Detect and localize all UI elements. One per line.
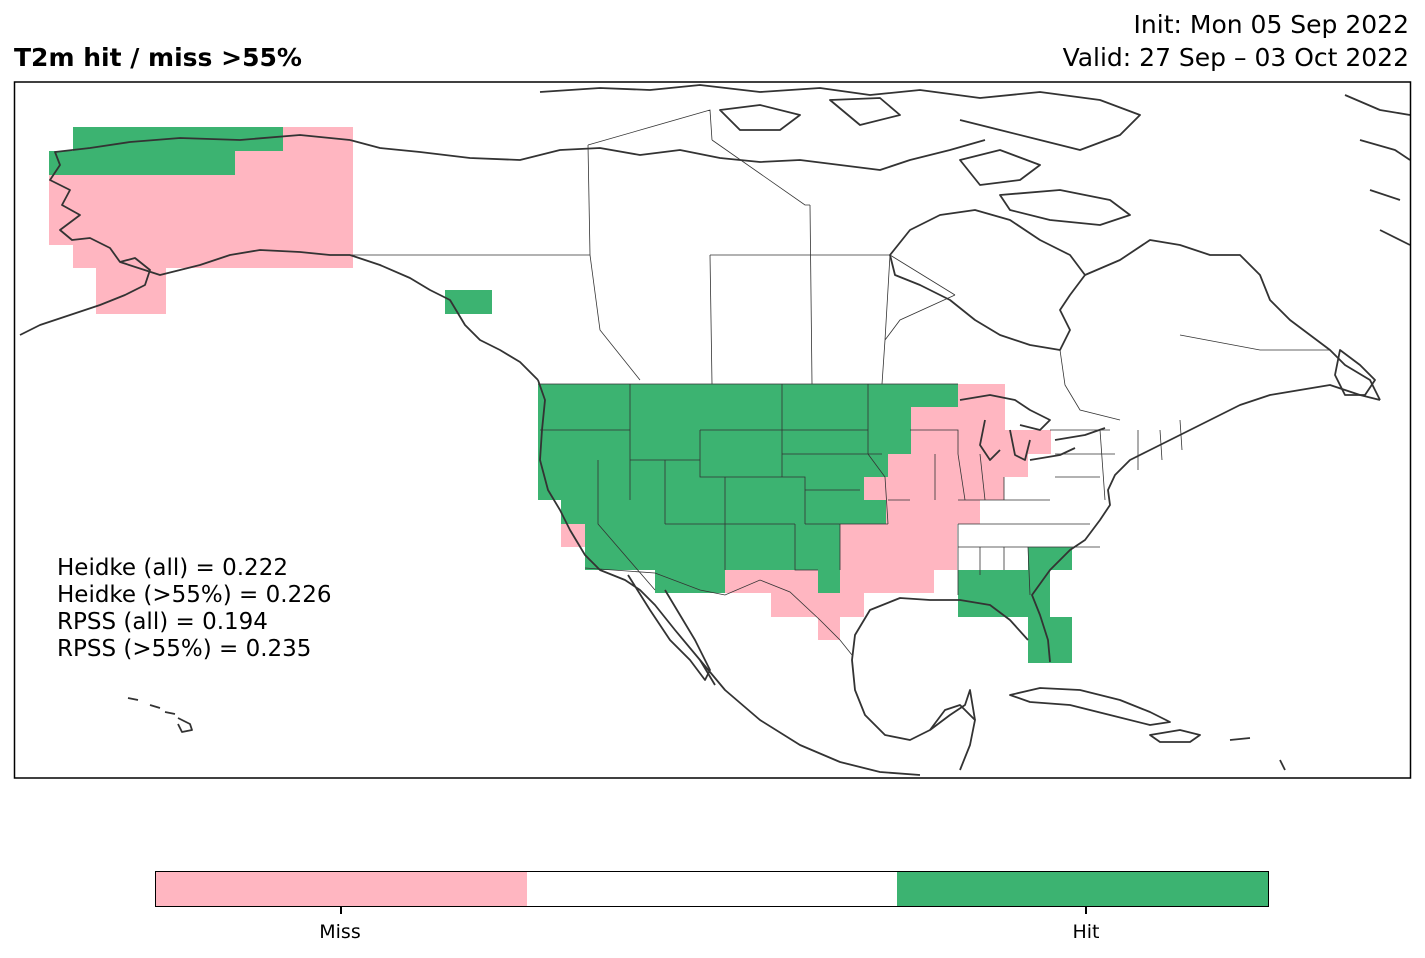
- borders: [350, 109, 1330, 656]
- hit-cell: [561, 500, 886, 524]
- map-frame: [13, 81, 1412, 779]
- miss-cell: [911, 407, 958, 430]
- arctic-islands: [539, 84, 1141, 226]
- labrador-coast: [1084, 239, 1381, 401]
- colorbar-tick-hit: [1085, 907, 1087, 914]
- gulf-coast: [851, 597, 1029, 771]
- alaska-coast: [19, 134, 351, 336]
- newfoundland-coast: [1334, 349, 1376, 396]
- hit-cell: [818, 570, 840, 593]
- colorbar-label-hit: Hit: [1072, 921, 1100, 943]
- init-date: Init: Mon 05 Sep 2022: [1133, 10, 1409, 39]
- hit-cell: [958, 593, 1050, 617]
- province-lines: [350, 109, 1330, 421]
- state-lines: [540, 384, 1183, 596]
- valid-period: Valid: 27 Sep – 03 Oct 2022: [1062, 43, 1409, 72]
- miss-cell: [886, 500, 980, 524]
- alaska-panhandle: [349, 254, 539, 381]
- yucatan-coast: [929, 689, 976, 731]
- hudson-bay: [889, 209, 1086, 351]
- great-lakes: [959, 394, 1106, 461]
- miss-cell: [235, 151, 353, 175]
- miss-cell: [840, 524, 957, 570]
- map-panel: [13, 81, 1412, 779]
- rpss-55: RPSS (>55%) = 0.235: [57, 636, 312, 662]
- miss-cell: [888, 454, 1028, 477]
- greenland-coast: [1344, 94, 1411, 246]
- grid-cells: [49, 127, 1072, 663]
- hit-cell: [655, 570, 725, 593]
- colorbar: [155, 871, 1269, 907]
- us-west-coast: [537, 379, 716, 686]
- mexico-pacific-coast: [699, 659, 921, 776]
- baja-coast: [627, 574, 711, 681]
- miss-cell: [958, 384, 1005, 430]
- miss-cell: [49, 221, 353, 245]
- hit-cell: [958, 570, 1050, 593]
- skill-scores: Heidke (all) = 0.222 Heidke (>55%) = 0.2…: [57, 555, 331, 663]
- miss-cell: [771, 593, 864, 617]
- colorbar-hit-segment: [897, 872, 1269, 906]
- hit-cell: [445, 290, 492, 314]
- us-mexico-border: [584, 567, 853, 656]
- rpss-all: RPSS (all) = 0.194: [57, 609, 268, 635]
- miss-cell: [1028, 430, 1051, 454]
- hit-cell: [585, 524, 840, 570]
- colorbar-tick-miss: [340, 907, 342, 914]
- hit-cell: [49, 151, 235, 175]
- heidke-all: Heidke (all) = 0.222: [57, 555, 288, 581]
- colorbar-miss-segment: [156, 872, 527, 906]
- hit-cell: [1028, 547, 1072, 570]
- colorbar-label-miss: Miss: [319, 921, 361, 943]
- miss-cell: [840, 570, 934, 593]
- map-title: T2m hit / miss >55%: [14, 43, 302, 72]
- cuba-coast: [1009, 687, 1286, 771]
- colorbar-neutral-segment: [526, 872, 898, 906]
- us-east-coast: [1031, 384, 1381, 663]
- hawaii-islands: [127, 697, 193, 733]
- miss-cell: [864, 477, 1004, 500]
- coastlines: [19, 84, 1411, 776]
- arctic-coast: [349, 139, 986, 171]
- miss-cell: [49, 175, 353, 221]
- miss-cell: [725, 570, 818, 593]
- heidke-55: Heidke (>55%) = 0.226: [57, 582, 332, 608]
